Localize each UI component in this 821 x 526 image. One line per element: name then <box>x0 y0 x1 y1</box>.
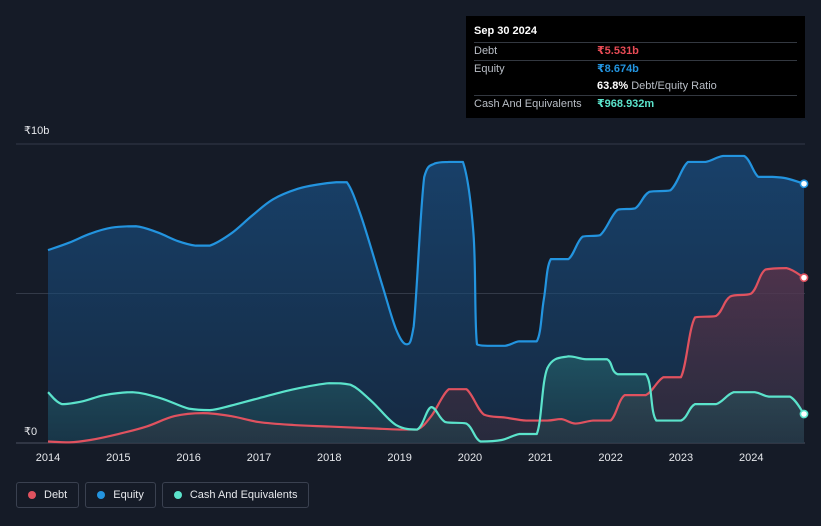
cash-line <box>47 355 805 443</box>
equity-end-marker <box>799 179 809 189</box>
legend-item-equity[interactable]: Equity <box>85 482 156 508</box>
tooltip-ratio-row: 63.8% Debt/Equity Ratio <box>474 78 797 95</box>
legend-dot-cash-icon <box>173 491 182 499</box>
legend-item-cash[interactable]: Cash And Equivalents <box>161 482 310 508</box>
tooltip-debt-label: Debt <box>474 45 498 57</box>
x-tick-label: 2021 <box>528 452 552 464</box>
y-axis: ₹10b ₹0 <box>24 125 49 438</box>
tooltip-date: Sep 30 2024 <box>474 25 537 37</box>
cash-area <box>48 356 804 443</box>
series-lines <box>47 154 805 444</box>
tooltip-ratio-label: Debt/Equity Ratio <box>631 80 717 92</box>
end-markers <box>799 179 809 419</box>
tooltip-cash-label: Cash And Equivalents <box>474 98 582 110</box>
x-tick-label: 2016 <box>176 452 200 464</box>
legend-dot-debt-icon <box>28 491 36 499</box>
series-areas <box>48 155 804 443</box>
tooltip-equity-label: Equity <box>474 63 505 75</box>
x-tick-label: 2023 <box>669 452 693 464</box>
y-tick-label: ₹0 <box>24 426 37 438</box>
tooltip-cash-value: ₹968.932m <box>597 98 655 110</box>
y-tick-label: ₹10b <box>24 125 49 137</box>
legend-item-debt[interactable]: Debt <box>16 482 80 508</box>
debt-end-marker <box>799 273 809 283</box>
tooltip-equity-value: ₹8.674b <box>597 63 639 75</box>
tooltip-cash-row: Cash And Equivalents ₹968.932m <box>474 95 797 113</box>
x-tick-label: 2022 <box>598 452 622 464</box>
tooltip-ratio-value: 63.8% <box>597 80 629 92</box>
x-tick-label: 2017 <box>247 452 271 464</box>
cash-end-marker <box>799 409 809 419</box>
chart-legend: Debt Equity Cash And Equivalents <box>16 482 310 508</box>
x-tick-label: 2020 <box>458 452 482 464</box>
x-tick-label: 2015 <box>106 452 130 464</box>
legend-dot-equity-icon <box>97 491 106 499</box>
tooltip-debt-value: ₹5.531b <box>597 45 639 57</box>
legend-label-cash: Cash And Equivalents <box>189 489 298 501</box>
x-tick-label: 2014 <box>36 452 60 464</box>
data-tooltip: Sep 30 2024 Debt ₹5.531b Equity ₹8.674b … <box>466 16 805 118</box>
tooltip-equity-row: Equity ₹8.674b <box>474 60 797 78</box>
debt-line <box>47 266 805 444</box>
tooltip-debt-row: Debt ₹5.531b <box>474 42 797 60</box>
x-axis: 2014 2015 2016 2017 2018 2019 2020 2021 2022 2023… <box>36 452 764 464</box>
equity-line <box>47 154 805 347</box>
legend-label-equity: Equity <box>113 489 144 501</box>
x-tick-label: 2024 <box>739 452 763 464</box>
legend-label-debt: Debt <box>44 489 68 501</box>
x-tick-label: 2018 <box>317 452 341 464</box>
x-tick-label: 2019 <box>387 452 411 464</box>
